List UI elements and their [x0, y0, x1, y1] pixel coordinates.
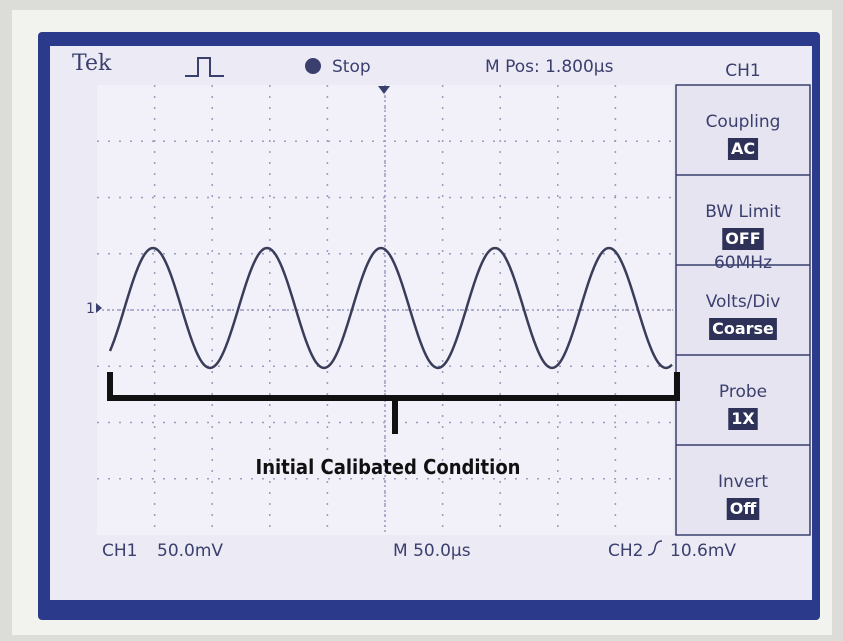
- menu-label: Coupling: [706, 112, 781, 132]
- trigger-level: 10.6mV: [670, 541, 736, 561]
- annotation: Initial Calibated Condition: [256, 455, 521, 479]
- menu-label: Invert: [718, 472, 768, 492]
- ch1: CH1: [102, 541, 137, 561]
- menu-label: Volts/Div: [706, 292, 781, 312]
- position: M Pos: 1.800µs: [485, 57, 614, 77]
- menu-setting: AC: [731, 139, 755, 158]
- oscilloscope-photo: Tek Stop M Pos: 1.800µs CH1 1 Coupling AC…: [0, 0, 843, 641]
- timebase: M 50.0µs: [393, 541, 471, 561]
- side-menu: Coupling AC BW Limit OFF 60MHz Volts/Div Coars…: [676, 85, 810, 535]
- menu-setting: 1X: [731, 409, 755, 428]
- channel: CH1: [725, 61, 760, 81]
- brand: Tek: [72, 51, 112, 76]
- menu-setting: Coarse: [712, 319, 774, 338]
- ground-marker: 1: [86, 301, 95, 317]
- menu-label: Probe: [719, 382, 767, 402]
- status: Stop: [332, 57, 371, 77]
- ch2: CH2: [608, 541, 643, 561]
- run-indicator: [305, 58, 321, 74]
- menu-detail: 60MHz: [714, 253, 772, 273]
- ch1-scale: 50.0mV: [157, 541, 223, 561]
- menu-label: BW Limit: [705, 202, 781, 222]
- menu-setting: Off: [730, 499, 758, 518]
- menu-setting: OFF: [725, 229, 760, 248]
